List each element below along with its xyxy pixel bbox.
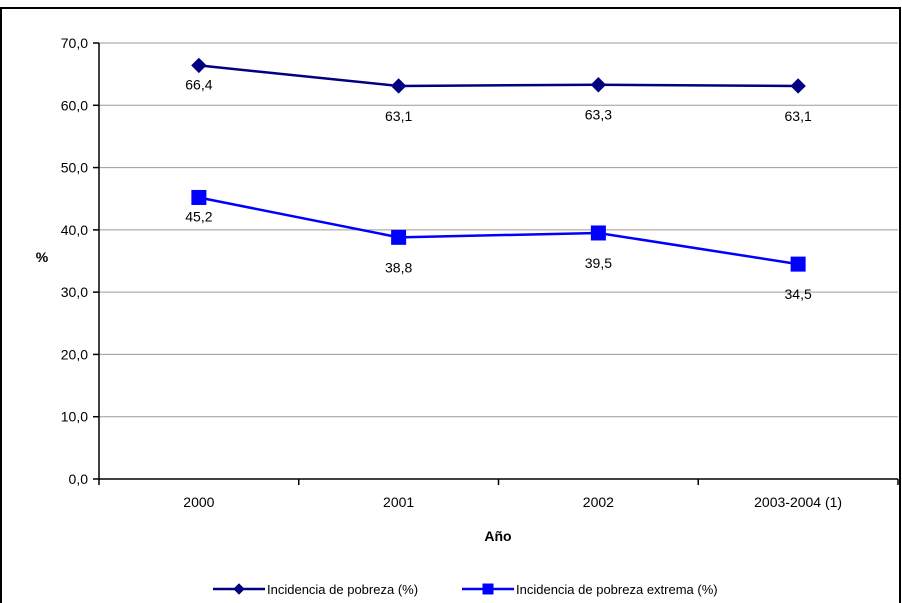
x-axis-title: Año xyxy=(484,528,511,544)
y-tick-label: 20,0 xyxy=(61,346,88,362)
data-point-diamond xyxy=(590,77,607,93)
legend-label: Incidencia de pobreza extrema (%) xyxy=(516,582,718,597)
data-point-diamond xyxy=(790,78,806,94)
series-layer xyxy=(191,57,806,272)
x-tick-label: 2002 xyxy=(583,494,614,510)
legend-label: Incidencia de pobreza (%) xyxy=(267,582,418,597)
y-tick-label: 0,0 xyxy=(69,471,89,487)
data-point-diamond xyxy=(390,78,407,94)
x-axis-ticks: 2000 2001 2002 2003-2004 (1) xyxy=(98,479,899,510)
data-label: 39,5 xyxy=(585,255,612,271)
data-labels: 66,4 63,1 63,3 63,1 45,2 38,8 39,5 34,5 xyxy=(185,76,812,302)
x-tick-label: 2001 xyxy=(383,494,414,510)
data-label: 63,1 xyxy=(385,108,412,124)
series-line xyxy=(198,196,799,266)
data-point-square xyxy=(590,225,606,241)
chart-border xyxy=(0,7,901,603)
x-tick-label: 2003-2004 (1) xyxy=(754,494,842,510)
y-axis-ticks: 0,0 10,0 20,0 30,0 40,0 50,0 60,0 70,0 xyxy=(61,35,99,487)
y-tick-label: 40,0 xyxy=(61,222,88,238)
y-axis-title: % xyxy=(36,249,49,265)
data-point-square xyxy=(191,189,207,205)
data-label: 34,5 xyxy=(785,286,812,302)
data-label: 63,3 xyxy=(585,107,612,123)
data-point-square xyxy=(391,229,407,245)
y-tick-label: 10,0 xyxy=(61,409,88,425)
data-point-diamond xyxy=(233,583,245,595)
data-label: 45,2 xyxy=(185,208,212,224)
data-label: 38,8 xyxy=(385,259,412,275)
data-label: 63,1 xyxy=(785,108,812,124)
data-point-diamond xyxy=(191,57,207,74)
gridlines xyxy=(99,42,898,418)
series-line xyxy=(198,64,799,88)
y-tick-label: 60,0 xyxy=(61,97,88,113)
y-tick-label: 30,0 xyxy=(61,284,88,300)
x-tick-label: 2000 xyxy=(183,494,214,510)
legend: Incidencia de pobreza (%) Incidencia de p… xyxy=(213,582,718,597)
y-tick-label: 70,0 xyxy=(61,35,88,51)
data-label: 66,4 xyxy=(185,76,212,92)
data-point-square xyxy=(482,583,494,595)
data-point-square xyxy=(790,256,806,272)
y-tick-label: 50,0 xyxy=(61,160,88,176)
